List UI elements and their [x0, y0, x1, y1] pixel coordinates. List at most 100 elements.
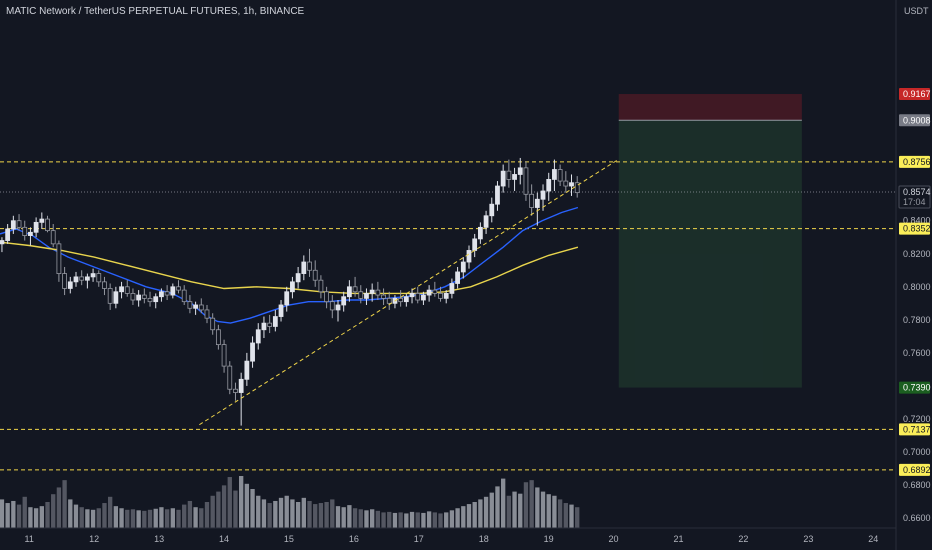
candle-body — [460, 261, 466, 273]
volume-bar — [16, 504, 22, 528]
candle-body — [517, 167, 523, 175]
time-axis[interactable]: 11 12 13 14 15 16 17 18 19 20 21 22 23 24 — [0, 527, 896, 544]
candle-body — [569, 182, 574, 187]
y-tick-label: 0.8200 — [903, 249, 931, 259]
volume-bar — [108, 496, 113, 528]
volume-bar — [347, 505, 352, 528]
candle-body — [0, 240, 5, 245]
x-tick-label: 14 — [219, 534, 229, 544]
candle-body — [28, 231, 33, 236]
candle-body — [540, 190, 546, 200]
volume-bar — [90, 509, 96, 528]
moving-averages — [0, 206, 579, 324]
volume-bar — [358, 509, 363, 528]
stop-loss-zone[interactable] — [618, 94, 802, 121]
ascending-trendline[interactable] — [199, 160, 618, 426]
horizontal-levels[interactable] — [0, 161, 896, 471]
candle-body — [141, 294, 147, 299]
candle-body — [130, 293, 136, 301]
price-axis[interactable]: USDT 0.6600 0.6800 0.7000 0.7200 0.7600 0.780… — [895, 0, 931, 550]
volume-bar — [330, 499, 335, 528]
volume-bar — [193, 507, 198, 528]
price-tag — [899, 423, 930, 436]
ma-slow-line — [0, 241, 579, 295]
candle-body — [421, 294, 426, 301]
volume-bar — [96, 508, 101, 528]
volume-bar — [483, 496, 489, 528]
volume-bar — [557, 499, 563, 528]
volume-bar — [500, 478, 506, 528]
candle-body — [307, 261, 312, 271]
candle-body — [552, 169, 557, 180]
volume-bar — [444, 512, 449, 528]
candle-body — [489, 203, 495, 217]
x-tick-label: 15 — [284, 534, 294, 544]
volume-bar — [45, 502, 50, 528]
y-tick-label: 0.8000 — [903, 282, 931, 292]
volume-bar — [256, 495, 261, 528]
candle-body — [477, 226, 483, 240]
price-tag — [899, 114, 930, 127]
y-tick-label: 0.6600 — [903, 513, 931, 523]
take-profit-zone[interactable] — [618, 120, 802, 388]
candle-body — [39, 218, 45, 223]
candle-body — [415, 293, 421, 301]
volume-bar — [404, 513, 409, 528]
volume-bar — [119, 508, 124, 528]
volume-bar — [164, 509, 170, 528]
volume-bar — [290, 499, 295, 528]
volume-bar — [130, 509, 136, 528]
candle-body — [233, 388, 238, 393]
candle-body — [312, 269, 318, 281]
volume-bar — [324, 502, 329, 528]
volume-bar — [432, 512, 437, 528]
candle-body — [432, 289, 438, 294]
candle-body — [364, 293, 369, 299]
candle-body — [352, 286, 358, 293]
volume-bar — [136, 510, 141, 528]
x-tick-label: 16 — [349, 534, 359, 544]
candle-body — [45, 218, 50, 232]
candle-body — [438, 293, 443, 299]
candle-body — [295, 273, 301, 283]
candle-body — [534, 198, 540, 208]
candle-body — [301, 261, 307, 274]
volume-bar — [438, 513, 443, 528]
y-tick-label: 0.7800 — [903, 315, 931, 325]
volume-bar — [318, 503, 324, 528]
candle-body — [10, 220, 16, 230]
price-tag-label: 0.7390 — [903, 383, 931, 393]
x-tick-label: 18 — [479, 534, 489, 544]
volume-bar — [518, 493, 523, 528]
x-tick-label: 11 — [25, 534, 34, 544]
x-tick-label: 22 — [738, 534, 748, 544]
candle-body — [159, 291, 164, 298]
volume-bar — [295, 502, 301, 528]
candle-body — [500, 170, 506, 187]
volume-bar — [489, 492, 494, 528]
candle-body — [96, 273, 102, 283]
volume-bar — [415, 512, 420, 528]
trendline-layer[interactable] — [199, 160, 618, 426]
volume-bar — [147, 509, 153, 528]
volume-bar — [244, 483, 250, 528]
price-tag-label: 0.6892 — [903, 465, 931, 475]
volume-bar — [398, 512, 403, 528]
candle-body — [198, 304, 204, 311]
volume-bar — [392, 512, 398, 528]
candle-body — [563, 180, 569, 187]
candle-body — [529, 193, 535, 208]
position-tool[interactable] — [618, 94, 802, 388]
price-tag-label: 0.8352 — [903, 224, 931, 234]
volume-bar — [426, 511, 432, 528]
volume-bar — [62, 480, 67, 528]
price-tag-label: 0.9167 — [903, 89, 931, 99]
volume-bar — [569, 504, 574, 528]
candle-body — [381, 294, 386, 299]
volume-bar — [535, 487, 540, 528]
candle-body — [181, 289, 187, 303]
candle-body — [62, 273, 67, 289]
volume-bar — [216, 491, 221, 528]
candle-body — [147, 297, 153, 303]
